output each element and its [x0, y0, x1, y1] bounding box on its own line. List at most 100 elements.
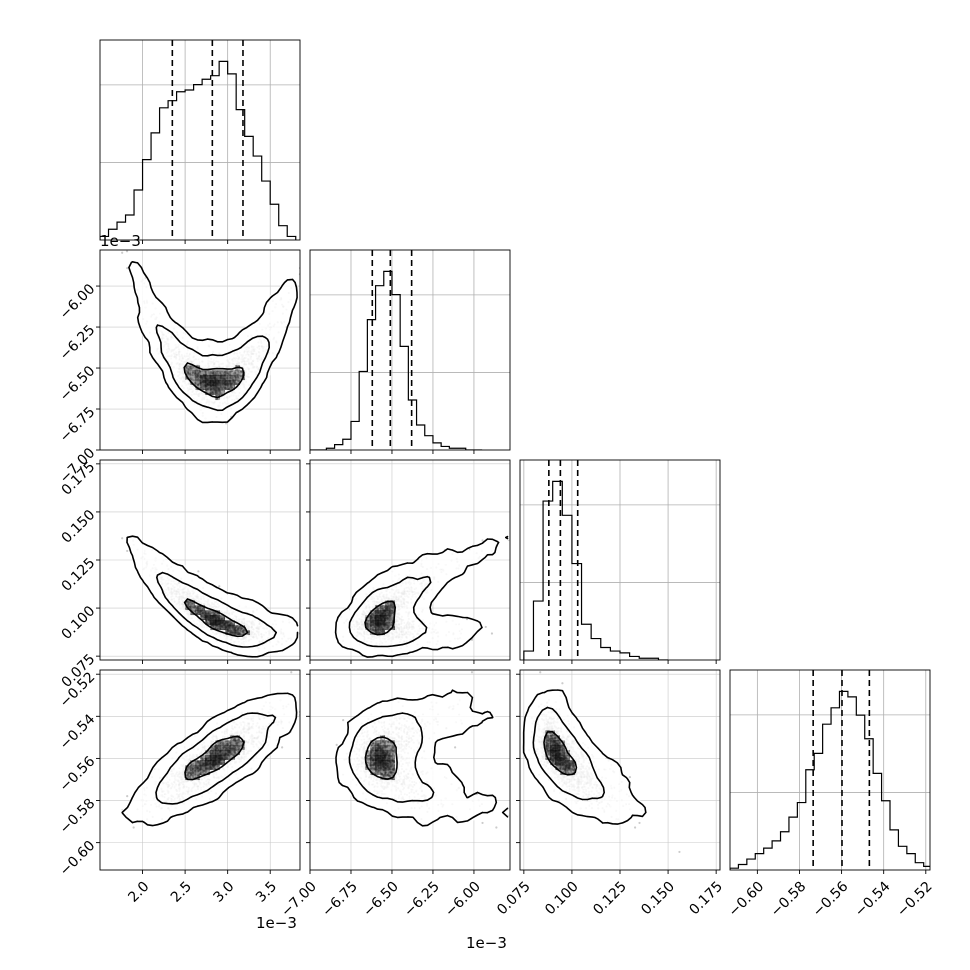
density-cell	[215, 390, 221, 396]
sample-point	[187, 602, 190, 605]
sample-point	[121, 251, 124, 254]
density-cell-light	[220, 640, 226, 646]
density-cell-light	[145, 580, 151, 586]
sample-point	[235, 369, 238, 372]
density-cell-light	[360, 620, 366, 626]
sample-point	[237, 625, 240, 629]
density-cell-light	[390, 640, 396, 646]
sample-point	[195, 367, 198, 371]
sample-point	[126, 549, 129, 553]
density-cell-light	[415, 620, 421, 626]
sample-point	[490, 632, 494, 635]
density-cell-light	[160, 360, 166, 366]
sample-point	[193, 605, 196, 609]
sample-point	[225, 630, 229, 633]
sample-point	[193, 606, 196, 609]
density-cell-light	[290, 625, 296, 631]
density-cell-light	[200, 340, 206, 346]
sample-point	[197, 606, 200, 609]
density-cell-light	[195, 355, 201, 361]
density-cell-light	[165, 320, 171, 326]
density-cell-light	[230, 350, 236, 356]
density-cell-light	[175, 355, 181, 361]
sample-point	[387, 625, 390, 629]
sample-point	[390, 609, 393, 613]
density-cell	[210, 380, 216, 386]
sample-point	[390, 603, 393, 606]
sample-point	[366, 622, 369, 625]
density-cell-light	[440, 630, 446, 636]
density-cell-light	[275, 310, 281, 316]
sample-point	[391, 618, 394, 621]
density-cell-light	[245, 600, 251, 606]
sample-point	[195, 370, 198, 373]
density-cell-light	[435, 615, 441, 621]
sample-point	[211, 390, 214, 393]
sample-point	[231, 374, 234, 377]
sample-point	[192, 609, 195, 613]
sample-point	[191, 373, 194, 376]
density-cell-light	[350, 635, 356, 641]
density-cell-light	[205, 635, 211, 641]
sample-point	[192, 379, 196, 382]
density-cell-light	[230, 405, 236, 411]
sample-point	[376, 631, 379, 634]
density-cell-light	[150, 340, 156, 346]
density-cell-light	[275, 635, 281, 641]
density-cell-light	[410, 620, 416, 626]
density-cell-light	[265, 625, 271, 631]
density-cell-light	[435, 625, 441, 631]
sample-point	[231, 631, 234, 634]
density-cell	[230, 375, 236, 381]
sample-point	[187, 375, 191, 378]
sample-point	[240, 370, 243, 373]
density-cell-light	[190, 405, 196, 411]
density-cell-light	[195, 575, 201, 581]
density-cell	[210, 390, 216, 396]
density-cell-light	[230, 645, 236, 651]
sample-point	[210, 611, 213, 615]
density-cell-light	[210, 600, 216, 606]
contour-0	[183, 362, 245, 399]
density-cell-light	[180, 575, 186, 581]
sample-point	[386, 626, 390, 629]
density-cell-light	[450, 630, 456, 636]
sample-point	[212, 625, 216, 628]
sample-point	[229, 622, 233, 625]
density-cell-light	[215, 365, 221, 371]
density-cell	[215, 385, 221, 391]
sample-point	[366, 625, 369, 628]
sample-point	[230, 630, 233, 633]
density-cell-light	[215, 355, 221, 361]
density-cell-light	[145, 310, 151, 316]
sample-point	[386, 607, 389, 610]
density-cell-light	[420, 615, 426, 621]
density-cell-light	[410, 630, 416, 636]
density-cell	[210, 615, 216, 621]
density-cell-light	[460, 630, 466, 636]
density-cell-light	[365, 650, 371, 656]
density-cell-light	[155, 570, 161, 576]
sample-point	[230, 630, 233, 633]
sample-point	[231, 376, 234, 379]
density-cell-light	[175, 360, 181, 366]
density-cell-light	[270, 355, 276, 361]
density-cell-light	[185, 620, 191, 626]
density-cell-light	[350, 620, 356, 626]
sample-point	[200, 386, 203, 389]
sample-point	[226, 385, 230, 388]
density-cell	[390, 610, 396, 616]
density-cell-light	[285, 620, 291, 626]
sample-point	[218, 390, 222, 393]
density-cell	[385, 625, 391, 631]
density-cell-light	[275, 325, 281, 331]
density-cell-light	[145, 320, 151, 326]
density-cell	[215, 370, 221, 376]
sample-point	[232, 632, 235, 636]
density-cell-light	[255, 640, 261, 646]
sample-point	[187, 369, 190, 373]
density-cell-light	[370, 650, 376, 656]
density-cell-light	[265, 330, 271, 336]
density-cell-light	[370, 635, 376, 641]
